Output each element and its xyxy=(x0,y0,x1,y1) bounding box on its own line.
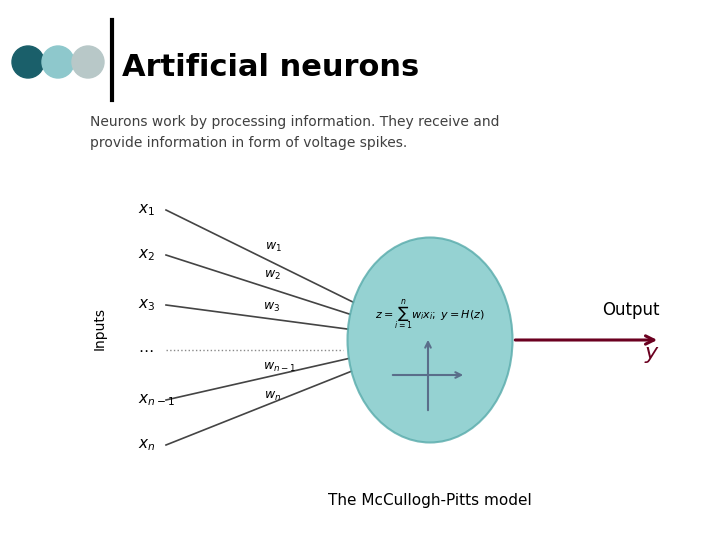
Text: Artificial neurons: Artificial neurons xyxy=(122,53,419,83)
Circle shape xyxy=(12,46,44,78)
Text: $y$: $y$ xyxy=(644,345,660,365)
Text: $w_2$: $w_2$ xyxy=(264,269,281,282)
Circle shape xyxy=(42,46,74,78)
Text: $x_3$: $x_3$ xyxy=(138,297,156,313)
Text: $w_{n-1}$: $w_{n-1}$ xyxy=(263,361,297,374)
Text: $w_3$: $w_3$ xyxy=(263,300,280,314)
Text: Output: Output xyxy=(603,301,660,319)
Text: $z=\sum_{i=1}^{n}w_i x_i;\; y=H(z)$: $z=\sum_{i=1}^{n}w_i x_i;\; y=H(z)$ xyxy=(375,298,485,332)
Text: The McCullogh-Pitts model: The McCullogh-Pitts model xyxy=(328,492,532,508)
Circle shape xyxy=(72,46,104,78)
Text: $x_1$: $x_1$ xyxy=(138,202,155,218)
Text: $\cdots$: $\cdots$ xyxy=(138,342,153,357)
Text: $x_{n-1}$: $x_{n-1}$ xyxy=(138,392,175,408)
Text: $x_2$: $x_2$ xyxy=(138,247,155,263)
Text: $w_1$: $w_1$ xyxy=(266,241,282,254)
Text: $x_n$: $x_n$ xyxy=(138,437,156,453)
Ellipse shape xyxy=(348,238,513,442)
Text: $w_n$: $w_n$ xyxy=(264,389,282,403)
Text: Neurons work by processing information. They receive and
provide information in : Neurons work by processing information. … xyxy=(90,115,500,150)
Text: Inputs: Inputs xyxy=(93,307,107,349)
